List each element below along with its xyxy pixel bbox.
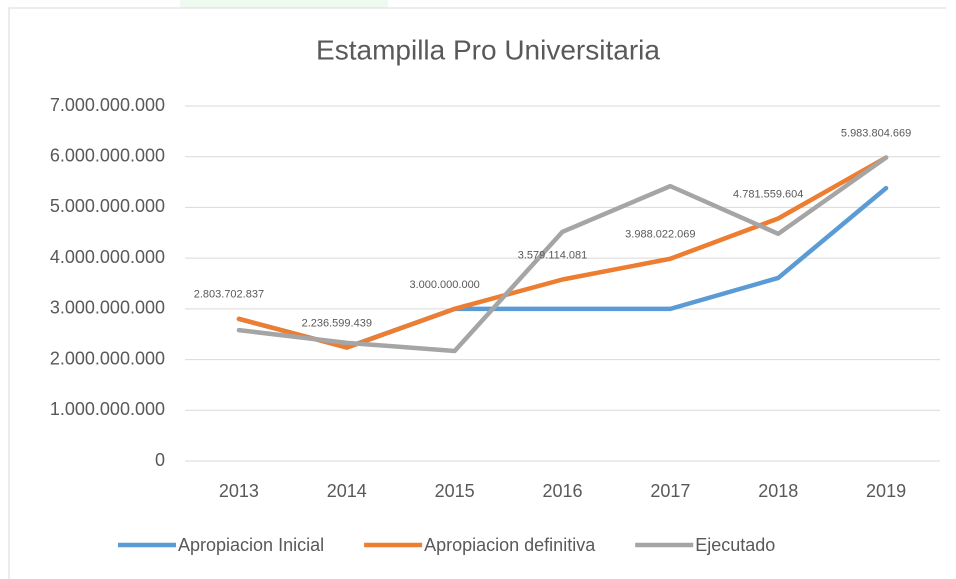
x-tick-label: 2019 bbox=[866, 481, 906, 501]
series-line bbox=[236, 155, 889, 354]
x-tick-label: 2015 bbox=[435, 481, 475, 501]
data-label: 4.781.559.604 bbox=[733, 188, 803, 200]
series-line bbox=[236, 155, 889, 350]
chart-title: Estampilla Pro Universitaria bbox=[316, 34, 660, 65]
legend-label: Apropiacion definitiva bbox=[424, 535, 596, 555]
data-label: 3.579.114.081 bbox=[518, 249, 588, 261]
y-tick-label: 6.000.000.000 bbox=[50, 145, 165, 165]
x-tick-label: 2018 bbox=[758, 481, 798, 501]
x-tick-label: 2014 bbox=[327, 481, 367, 501]
data-label: 2.803.702.837 bbox=[194, 289, 264, 301]
y-tick-label: 5.000.000.000 bbox=[50, 196, 165, 216]
data-label: 2.236.599.439 bbox=[302, 317, 372, 329]
x-tick-label: 2013 bbox=[219, 481, 259, 501]
y-tick-label: 0 bbox=[155, 450, 165, 470]
chart-frame bbox=[8, 7, 946, 579]
y-tick-label: 1.000.000.000 bbox=[50, 399, 165, 419]
y-tick-label: 7.000.000.000 bbox=[50, 95, 165, 115]
y-tick-label: 2.000.000.000 bbox=[50, 348, 165, 368]
data-label: 5.983.804.669 bbox=[841, 127, 911, 139]
data-label: 3.988.022.069 bbox=[625, 229, 695, 241]
legend-label: Ejecutado bbox=[695, 535, 775, 555]
y-tick-label: 4.000.000.000 bbox=[50, 247, 165, 267]
decor-strip bbox=[180, 0, 388, 8]
y-tick-label: 3.000.000.000 bbox=[50, 298, 165, 318]
x-tick-label: 2017 bbox=[650, 481, 690, 501]
x-tick-label: 2016 bbox=[542, 481, 582, 501]
legend-label: Apropiacion Inicial bbox=[178, 535, 324, 555]
data-label: 3.000.000.000 bbox=[409, 279, 479, 291]
